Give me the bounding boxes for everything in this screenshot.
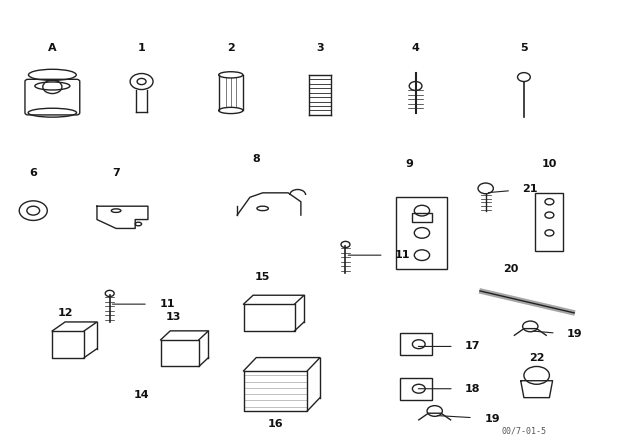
- Text: 8: 8: [252, 155, 260, 164]
- Text: 13: 13: [166, 313, 181, 323]
- Text: 14: 14: [134, 390, 149, 401]
- Text: 22: 22: [529, 353, 545, 362]
- Text: 3: 3: [316, 43, 324, 53]
- Text: 18: 18: [465, 384, 481, 394]
- Text: 9: 9: [405, 159, 413, 169]
- Text: 00/7-01-5: 00/7-01-5: [501, 426, 547, 435]
- Text: 5: 5: [520, 43, 528, 53]
- Bar: [396, 197, 447, 268]
- Text: 2: 2: [227, 43, 235, 53]
- Bar: [399, 378, 431, 400]
- Text: 11: 11: [159, 299, 175, 309]
- Text: 16: 16: [268, 419, 284, 429]
- Text: 11: 11: [395, 250, 411, 260]
- Text: 17: 17: [465, 341, 481, 351]
- Text: 6: 6: [29, 168, 37, 178]
- Text: 12: 12: [58, 308, 73, 318]
- Text: A: A: [48, 43, 57, 53]
- Text: 10: 10: [541, 159, 557, 169]
- Bar: [399, 333, 431, 355]
- Text: 15: 15: [255, 272, 270, 282]
- Text: 4: 4: [412, 43, 420, 53]
- Text: 7: 7: [112, 168, 120, 178]
- Bar: [536, 193, 563, 251]
- Bar: [412, 213, 431, 222]
- Text: 20: 20: [504, 263, 519, 274]
- Text: 19: 19: [567, 329, 582, 339]
- Text: 19: 19: [484, 414, 500, 423]
- Text: 21: 21: [522, 184, 538, 194]
- Text: 1: 1: [138, 43, 145, 53]
